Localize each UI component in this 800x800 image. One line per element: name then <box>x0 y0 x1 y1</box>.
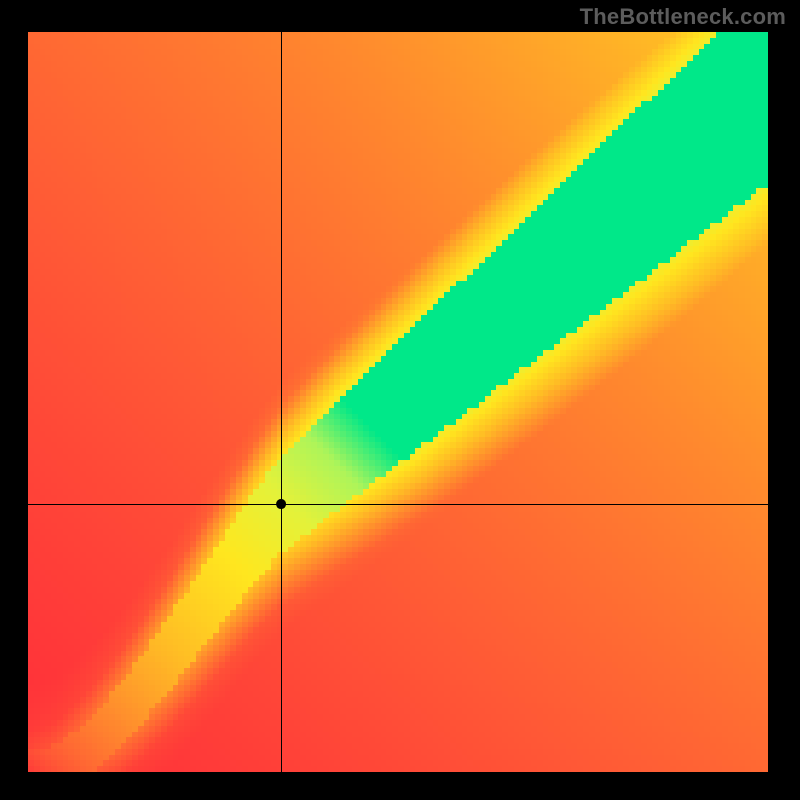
watermark-label: TheBottleneck.com <box>580 4 786 30</box>
crosshair-overlay <box>0 0 800 800</box>
